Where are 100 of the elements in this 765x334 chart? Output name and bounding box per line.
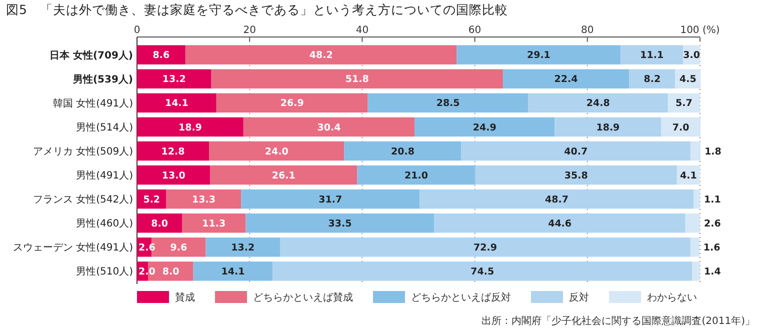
data-label: 1.4 (704, 266, 722, 278)
bar (211, 69, 503, 88)
y-tick-label: 男性(539人) (72, 73, 133, 86)
bar (629, 69, 676, 88)
data-label: 11.1 (640, 50, 664, 62)
data-label: 33.5 (328, 218, 352, 230)
bar (137, 213, 182, 233)
data-label: 2.0 (138, 266, 156, 278)
y-tick-label: 男性(510人) (76, 266, 134, 278)
bar (434, 213, 686, 233)
x-tick-label: 100 (%) (680, 25, 720, 36)
data-label: 14.1 (164, 98, 188, 110)
data-label: 35.8 (564, 170, 588, 182)
bar (685, 213, 700, 233)
data-label: 18.9 (178, 122, 202, 134)
bar (475, 165, 677, 185)
data-label: 18.9 (596, 122, 620, 134)
data-label: 9.6 (170, 242, 188, 254)
bar (280, 238, 690, 257)
bar (166, 189, 242, 209)
bar (137, 141, 210, 161)
bar (210, 165, 358, 185)
data-label: 29.1 (526, 50, 550, 62)
data-label: 2.6 (138, 242, 156, 254)
bar (137, 117, 244, 137)
data-label: 28.5 (436, 98, 460, 110)
bar (182, 213, 246, 233)
x-tick-label: 40 (356, 25, 369, 36)
bar (137, 45, 186, 64)
bar (461, 141, 690, 161)
y-tick-label: アメリカ 女性(509人) (32, 145, 134, 158)
legend-label: どちらかといえば賛成 (253, 292, 353, 304)
bar (137, 93, 216, 113)
data-label: 21.0 (404, 170, 428, 182)
bar (241, 189, 420, 209)
data-label: 2.6 (704, 218, 722, 230)
bar (690, 141, 701, 161)
bar (661, 117, 701, 137)
data-label: 11.3 (202, 218, 226, 230)
bar (357, 165, 476, 185)
data-label: 13.3 (192, 194, 216, 206)
data-label: 22.4 (554, 74, 578, 86)
x-tick-label: 20 (243, 25, 256, 36)
data-label: 1.1 (704, 194, 721, 206)
data-label: 72.9 (473, 242, 497, 254)
bar (137, 165, 210, 185)
data-label: 4.5 (679, 74, 696, 86)
bar (216, 93, 368, 113)
y-tick-label: スウェーデン 女性(491人) (12, 242, 134, 254)
text: 出所：内閣府「少子化社会に関する国際意識調査(2011年)」 (482, 315, 755, 327)
bar (344, 141, 462, 161)
bar (368, 93, 528, 113)
data-label: 26.9 (280, 98, 304, 110)
data-label: 24.8 (586, 98, 610, 110)
data-label: 74.5 (470, 266, 494, 278)
data-label: 26.1 (272, 170, 296, 182)
data-label: 44.6 (548, 218, 572, 230)
data-label: 40.7 (564, 146, 588, 158)
legend-label: 賛成 (175, 292, 195, 304)
y-tick-label: 男性(491人) (76, 170, 134, 182)
data-label: 31.7 (318, 194, 342, 206)
legend-label: 反対 (569, 292, 589, 304)
bar (206, 238, 280, 257)
data-label: 48.2 (309, 50, 333, 62)
data-label: 13.2 (162, 74, 186, 86)
bar (502, 69, 630, 88)
data-label: 4.1 (680, 170, 697, 182)
data-label: 8.0 (151, 218, 168, 230)
bar (185, 45, 457, 64)
data-label: 12.8 (161, 146, 186, 158)
bar (528, 93, 668, 113)
data-label: 14.1 (221, 266, 245, 278)
bar (209, 141, 344, 161)
bar (554, 117, 662, 137)
data-label: 24.0 (264, 146, 289, 158)
legend-label: わからない (647, 292, 697, 304)
data-label: 7.0 (672, 122, 690, 134)
data-label: 1.6 (703, 242, 721, 254)
bar (137, 69, 212, 88)
data-label: 5.7 (676, 98, 692, 110)
data-label: 1.8 (704, 146, 722, 158)
data-label: 8.6 (152, 50, 170, 62)
bar (456, 45, 621, 64)
bar (694, 189, 700, 209)
y-tick-label: 男性(460人) (76, 218, 134, 230)
bar (620, 45, 684, 64)
data-label: 3.0 (683, 50, 700, 62)
data-label: 8.2 (644, 74, 661, 86)
data-label: 51.8 (345, 74, 370, 86)
bar (420, 189, 694, 209)
bar (414, 117, 555, 137)
y-tick-label: 韓国 女性(491人) (52, 97, 134, 110)
x-tick-label: 0 (134, 25, 140, 36)
data-label: 30.4 (317, 122, 342, 134)
x-tick-label: 60 (468, 25, 482, 36)
data-label: 13.2 (231, 242, 255, 254)
legend-label: どちらかといえば反対 (411, 292, 511, 304)
data-label: 5.2 (143, 194, 160, 206)
bar (246, 213, 434, 233)
data-label: 48.7 (544, 194, 568, 206)
